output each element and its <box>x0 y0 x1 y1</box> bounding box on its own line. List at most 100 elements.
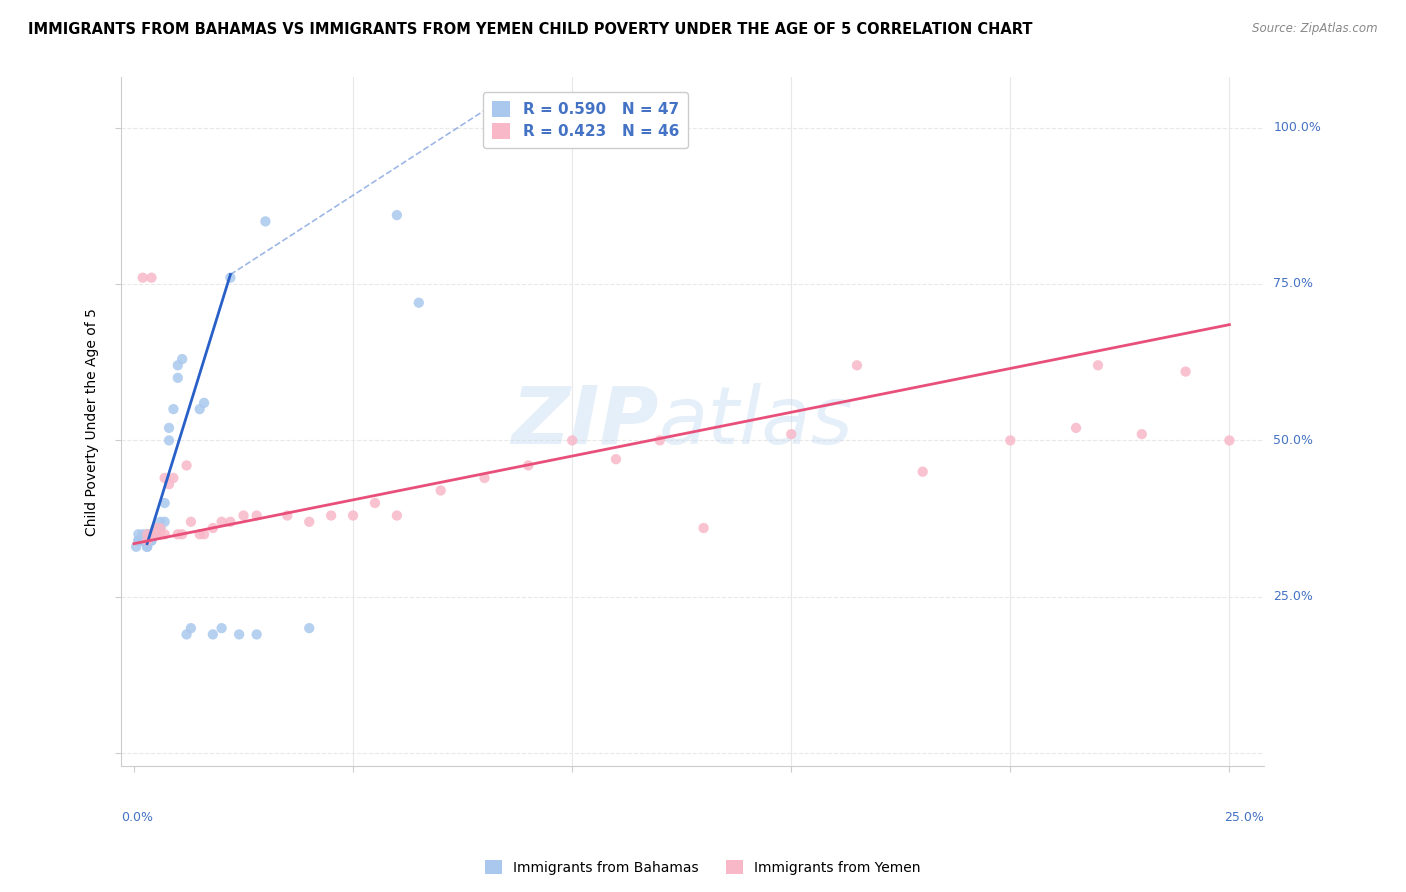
Point <box>127 533 149 548</box>
Point <box>605 452 627 467</box>
Point <box>162 402 184 417</box>
Point <box>321 508 343 523</box>
Text: Source: ZipAtlas.com: Source: ZipAtlas.com <box>1253 22 1378 36</box>
Point <box>134 533 156 548</box>
Point <box>911 465 934 479</box>
Point <box>153 515 176 529</box>
Text: atlas: atlas <box>658 383 853 460</box>
Point <box>145 527 167 541</box>
Point <box>172 352 194 367</box>
Point <box>201 521 224 535</box>
Point <box>219 270 242 285</box>
Point <box>298 515 321 529</box>
Point <box>180 515 202 529</box>
Point <box>201 627 224 641</box>
Point <box>1130 427 1153 442</box>
Point <box>141 533 163 548</box>
Point <box>211 515 233 529</box>
Point <box>132 533 155 548</box>
Point <box>408 295 430 310</box>
Point <box>149 521 172 535</box>
Point <box>166 371 188 385</box>
Point <box>136 533 159 548</box>
Point <box>153 471 176 485</box>
Point <box>145 521 167 535</box>
Text: 50.0%: 50.0% <box>1274 434 1313 447</box>
Point <box>136 540 159 554</box>
Point <box>145 527 167 541</box>
Text: ZIP: ZIP <box>510 383 658 460</box>
Point <box>166 527 188 541</box>
Point <box>254 214 277 228</box>
Point <box>232 508 254 523</box>
Point <box>141 527 163 541</box>
Point <box>132 270 155 285</box>
Point <box>141 270 163 285</box>
Point <box>517 458 540 473</box>
Point <box>176 458 198 473</box>
Point <box>1218 434 1240 448</box>
Point <box>298 621 321 635</box>
Point <box>246 627 269 641</box>
Point <box>149 521 172 535</box>
Point <box>228 627 250 641</box>
Point <box>211 621 233 635</box>
Point <box>193 396 215 410</box>
Point <box>136 527 159 541</box>
Legend: R = 0.590   N = 47, R = 0.423   N = 46: R = 0.590 N = 47, R = 0.423 N = 46 <box>484 92 689 148</box>
Point <box>193 527 215 541</box>
Point <box>153 496 176 510</box>
Point <box>162 471 184 485</box>
Point <box>364 496 387 510</box>
Text: IMMIGRANTS FROM BAHAMAS VS IMMIGRANTS FROM YEMEN CHILD POVERTY UNDER THE AGE OF : IMMIGRANTS FROM BAHAMAS VS IMMIGRANTS FR… <box>28 22 1032 37</box>
Point <box>132 533 155 548</box>
Point <box>1000 434 1022 448</box>
Point <box>145 527 167 541</box>
Point <box>385 208 408 222</box>
Point <box>1087 359 1109 373</box>
Point <box>127 527 149 541</box>
Point <box>153 527 176 541</box>
Point <box>149 527 172 541</box>
Point <box>141 533 163 548</box>
Point <box>145 521 167 535</box>
Point <box>561 434 583 448</box>
Point <box>136 533 159 548</box>
Point <box>692 521 714 535</box>
Point <box>176 627 198 641</box>
Point <box>127 533 149 548</box>
Text: 0.0%: 0.0% <box>121 811 153 823</box>
Point <box>166 359 188 373</box>
Point <box>180 621 202 635</box>
Point <box>188 402 211 417</box>
Text: 25.0%: 25.0% <box>1225 811 1264 823</box>
Text: 25.0%: 25.0% <box>1274 591 1313 603</box>
Point <box>429 483 451 498</box>
Point <box>1174 365 1197 379</box>
Point <box>342 508 364 523</box>
Point <box>246 508 269 523</box>
Point <box>188 527 211 541</box>
Point <box>846 359 869 373</box>
Point <box>219 515 242 529</box>
Point <box>136 540 159 554</box>
Point <box>276 508 298 523</box>
Point <box>474 471 496 485</box>
Point <box>157 434 180 448</box>
Point <box>385 508 408 523</box>
Point <box>136 533 159 548</box>
Point <box>132 527 155 541</box>
Point <box>780 427 803 442</box>
Point <box>145 521 167 535</box>
Text: 100.0%: 100.0% <box>1274 121 1322 134</box>
Point <box>1064 421 1087 435</box>
Point <box>136 527 159 541</box>
Text: 75.0%: 75.0% <box>1274 277 1313 291</box>
Point <box>129 533 152 548</box>
Point <box>136 527 159 541</box>
Point <box>149 521 172 535</box>
Point <box>172 527 194 541</box>
Point <box>141 527 163 541</box>
Point <box>149 515 172 529</box>
Point <box>141 527 163 541</box>
